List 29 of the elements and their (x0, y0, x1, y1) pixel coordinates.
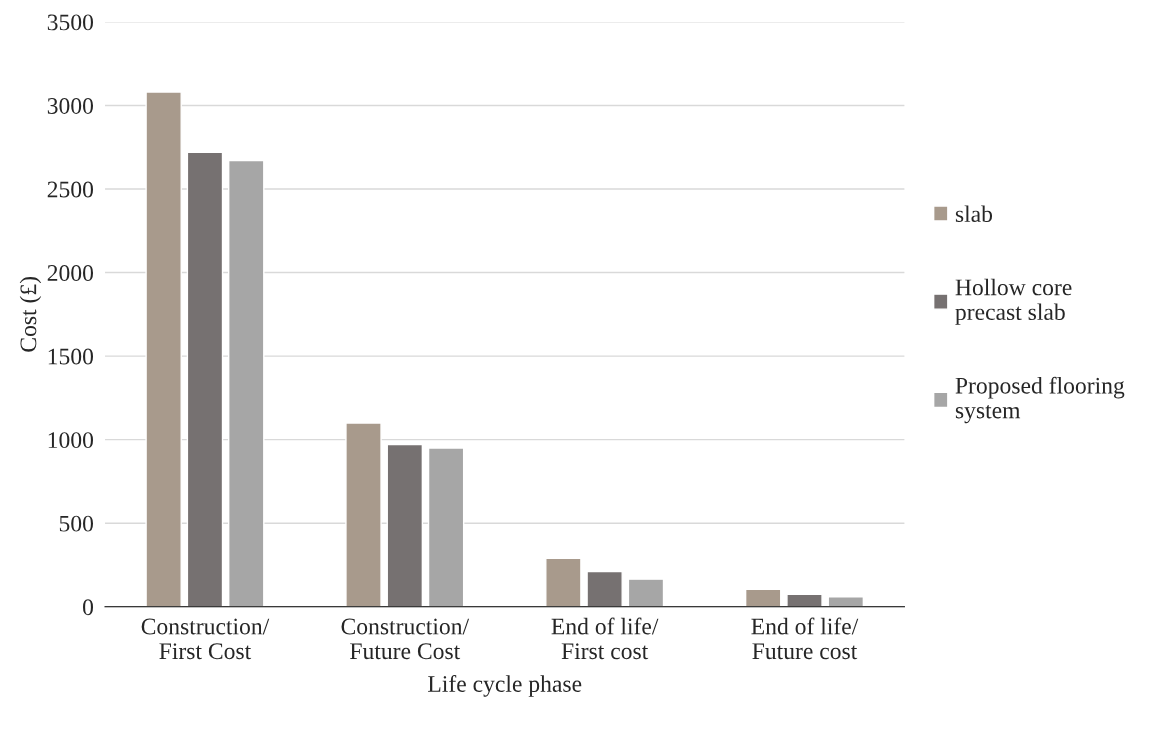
y-axis-title: Cost (£) (19, 277, 42, 352)
x-tick-label: End of life/ First cost (551, 617, 659, 660)
bar (545, 557, 582, 607)
y-tick-label: 1000 (48, 432, 94, 449)
bar (786, 593, 823, 607)
bar (386, 443, 424, 607)
y-tick-label: 3500 (47, 14, 94, 31)
bar (586, 570, 623, 607)
legend-label: slab (955, 205, 993, 223)
bar (228, 159, 265, 607)
x-axis-title: Life cycle phase (428, 675, 582, 697)
bar (345, 422, 382, 607)
bar (145, 91, 182, 607)
bar (186, 151, 224, 607)
bar (427, 447, 465, 607)
x-tick-label: End of life/ Future cost (751, 617, 859, 660)
y-tick-label: 0 (83, 599, 94, 616)
x-tick-label: Construction/ Future Cost (341, 618, 470, 660)
y-tick-label: 500 (59, 515, 94, 532)
legend-label: Proposed flooring system (955, 376, 1125, 424)
y-tick-label: 2000 (47, 265, 94, 281)
bar (827, 596, 865, 607)
bar (744, 588, 782, 607)
y-tick-label: 1500 (48, 348, 94, 365)
y-tick-label: 3000 (47, 97, 94, 114)
bar (627, 578, 665, 607)
y-tick-label: 2500 (47, 181, 94, 198)
legend-label: Hollow core precast slab (955, 278, 1072, 325)
x-tick-label: Construction/ First Cost (141, 618, 270, 660)
